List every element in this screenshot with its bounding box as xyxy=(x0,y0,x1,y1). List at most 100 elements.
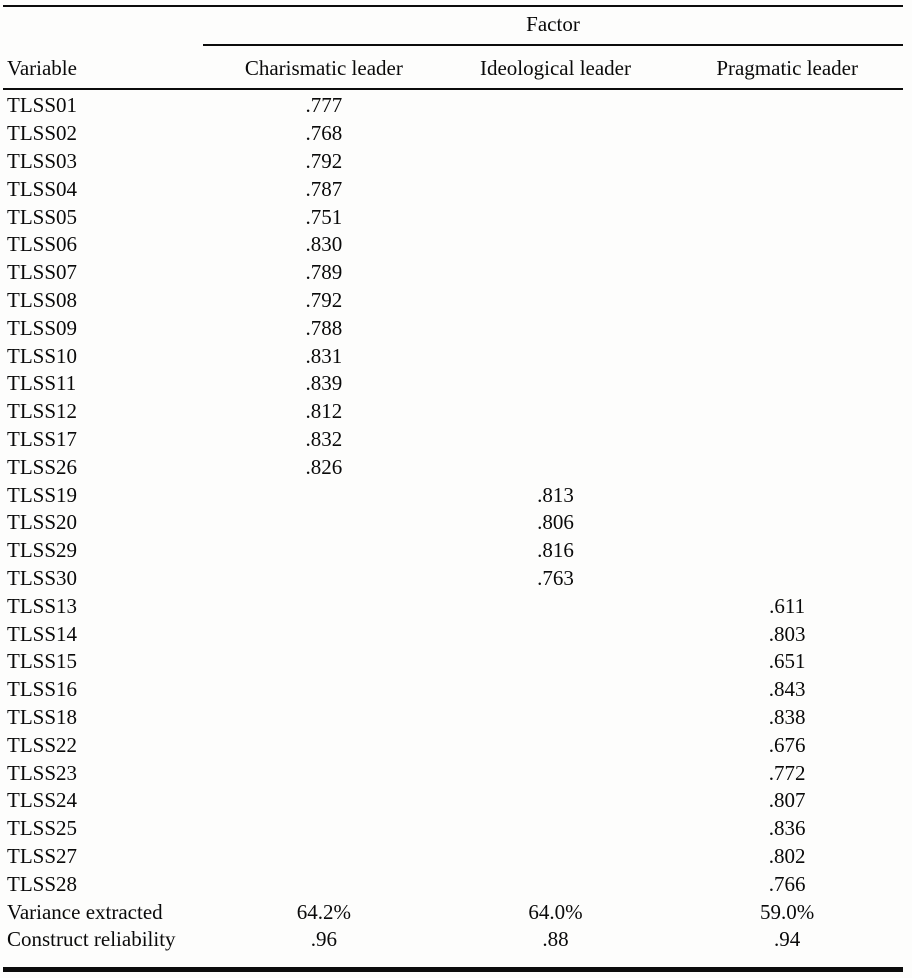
table-row: TLSS08 .792 xyxy=(3,287,903,315)
column-header-pragmatic-leader: Pragmatic leader xyxy=(716,56,858,80)
charismatic-loading-value: .768 xyxy=(305,121,343,146)
row-variable-label: TLSS13 xyxy=(7,593,78,618)
ideological-loading-value: .763 xyxy=(537,565,574,590)
charismatic-loading-value: .792 xyxy=(305,287,343,312)
table-row: TLSS09 .788 xyxy=(3,314,903,342)
pragmatic-loading-value: .843 xyxy=(768,677,806,702)
row-variable-label: TLSS27 xyxy=(7,843,78,868)
row-variable-label: TLSS26 xyxy=(7,454,78,479)
charismatic-loading-value: .831 xyxy=(305,343,343,368)
charismatic-loading-value: .788 xyxy=(305,315,343,340)
pragmatic-loading-value: .766 xyxy=(768,871,806,896)
ideological-loading-value: .816 xyxy=(537,538,574,563)
table-row: TLSS12 .812 xyxy=(3,398,903,426)
table-row: TLSS25 .836 xyxy=(3,815,903,843)
ideological-loading-value: .813 xyxy=(537,482,574,507)
row-variable-label: TLSS30 xyxy=(7,565,78,590)
row-variable-label: TLSS03 xyxy=(7,148,78,173)
charismatic-loading-value: .826 xyxy=(305,454,343,479)
table-row: TLSS10 .831 xyxy=(3,342,903,370)
column-header-charismatic-leader: Charismatic leader xyxy=(244,56,403,80)
pragmatic-loading-value: .611 xyxy=(769,593,806,618)
table-row: TLSS07 .789 xyxy=(3,259,903,287)
ideological-loading-value: 64.0% xyxy=(528,899,583,924)
table-row: TLSS13 .611 xyxy=(3,592,903,620)
charismatic-loading-value: .96 xyxy=(310,927,337,952)
row-variable-label: TLSS19 xyxy=(7,482,78,507)
table-row: TLSS16 .843 xyxy=(3,676,903,704)
row-variable-label: TLSS28 xyxy=(7,871,78,896)
row-variable-label: TLSS20 xyxy=(7,510,78,535)
charismatic-loading-value: .830 xyxy=(305,232,343,257)
column-header-ideological-leader: Ideological leader xyxy=(479,56,631,80)
row-variable-label: Variance extracted xyxy=(7,899,163,924)
table-row: TLSS26 .826 xyxy=(3,453,903,481)
row-variable-label: TLSS07 xyxy=(7,260,78,285)
row-variable-label: TLSS09 xyxy=(7,315,78,340)
table-row: Construct reliability .96 .88 .94 xyxy=(3,926,903,954)
table-row: TLSS29 .816 xyxy=(3,537,903,565)
table-row: TLSS24 .807 xyxy=(3,787,903,815)
row-variable-label: TLSS17 xyxy=(7,426,78,451)
header-rule xyxy=(3,88,903,90)
table-row: TLSS23 .772 xyxy=(3,759,903,787)
pragmatic-loading-value: .94 xyxy=(774,927,801,952)
row-variable-label: TLSS25 xyxy=(7,816,78,841)
top-rule xyxy=(3,5,903,7)
row-variable-label: TLSS24 xyxy=(7,788,78,813)
bottom-rule xyxy=(3,967,903,972)
table-row: TLSS19 .813 xyxy=(3,481,903,509)
charismatic-loading-value: .787 xyxy=(305,176,343,201)
row-variable-label: TLSS10 xyxy=(7,343,78,368)
table-row: TLSS02 .768 xyxy=(3,120,903,148)
column-header-row: Variable Charismatic leader Ideological … xyxy=(3,54,903,82)
row-variable-label: TLSS08 xyxy=(7,287,78,312)
pragmatic-loading-value: .836 xyxy=(768,816,806,841)
factor-group-header: Factor xyxy=(526,12,580,36)
row-variable-label: TLSS22 xyxy=(7,732,78,757)
table-row: TLSS05 .751 xyxy=(3,203,903,231)
row-variable-label: TLSS02 xyxy=(7,121,78,146)
charismatic-loading-value: 64.2% xyxy=(296,899,351,924)
row-variable-label: TLSS05 xyxy=(7,204,78,229)
ideological-loading-value: .88 xyxy=(542,927,569,952)
table-row: TLSS28 .766 xyxy=(3,870,903,898)
row-variable-label: TLSS18 xyxy=(7,704,78,729)
table-row: TLSS22 .676 xyxy=(3,731,903,759)
table-row: Variance extracted 64.2% 64.0% 59.0% xyxy=(3,898,903,926)
charismatic-loading-value: .792 xyxy=(305,148,343,173)
pragmatic-loading-value: .803 xyxy=(768,621,806,646)
table-row: TLSS11 .839 xyxy=(3,370,903,398)
row-variable-label: TLSS23 xyxy=(7,760,78,785)
column-header-variable: Variable xyxy=(7,56,77,80)
row-variable-label: TLSS04 xyxy=(7,176,78,201)
row-variable-label: Construct reliability xyxy=(7,927,176,952)
table-row: TLSS20 .806 xyxy=(3,509,903,537)
table-row: TLSS04 .787 xyxy=(3,175,903,203)
pragmatic-loading-value: .676 xyxy=(768,732,806,757)
pragmatic-loading-value: .651 xyxy=(768,649,806,674)
row-variable-label: TLSS29 xyxy=(7,538,78,563)
charismatic-loading-value: .777 xyxy=(305,93,343,118)
pragmatic-loading-value: .838 xyxy=(768,704,806,729)
pragmatic-loading-value: 59.0% xyxy=(760,899,815,924)
charismatic-loading-value: .832 xyxy=(305,426,343,451)
charismatic-loading-value: .751 xyxy=(305,204,343,229)
table-row: TLSS15 .651 xyxy=(3,648,903,676)
row-variable-label: TLSS15 xyxy=(7,649,78,674)
row-variable-label: TLSS01 xyxy=(7,93,78,118)
table-body: TLSS01 .777 TLSS02 .768 TLSS03 .792 TLSS04 .787… xyxy=(3,92,903,954)
table-row: TLSS01 .777 xyxy=(3,92,903,120)
row-variable-label: TLSS14 xyxy=(7,621,78,646)
row-variable-label: TLSS12 xyxy=(7,399,78,424)
table-row: TLSS17 .832 xyxy=(3,426,903,454)
table-row: TLSS14 .803 xyxy=(3,620,903,648)
charismatic-loading-value: .789 xyxy=(305,260,343,285)
charismatic-loading-value: .812 xyxy=(305,399,343,424)
factor-underline-rule xyxy=(203,44,903,46)
table-row: TLSS27 .802 xyxy=(3,843,903,871)
pragmatic-loading-value: .807 xyxy=(768,788,806,813)
row-variable-label: TLSS16 xyxy=(7,677,78,702)
ideological-loading-value: .806 xyxy=(537,510,574,535)
